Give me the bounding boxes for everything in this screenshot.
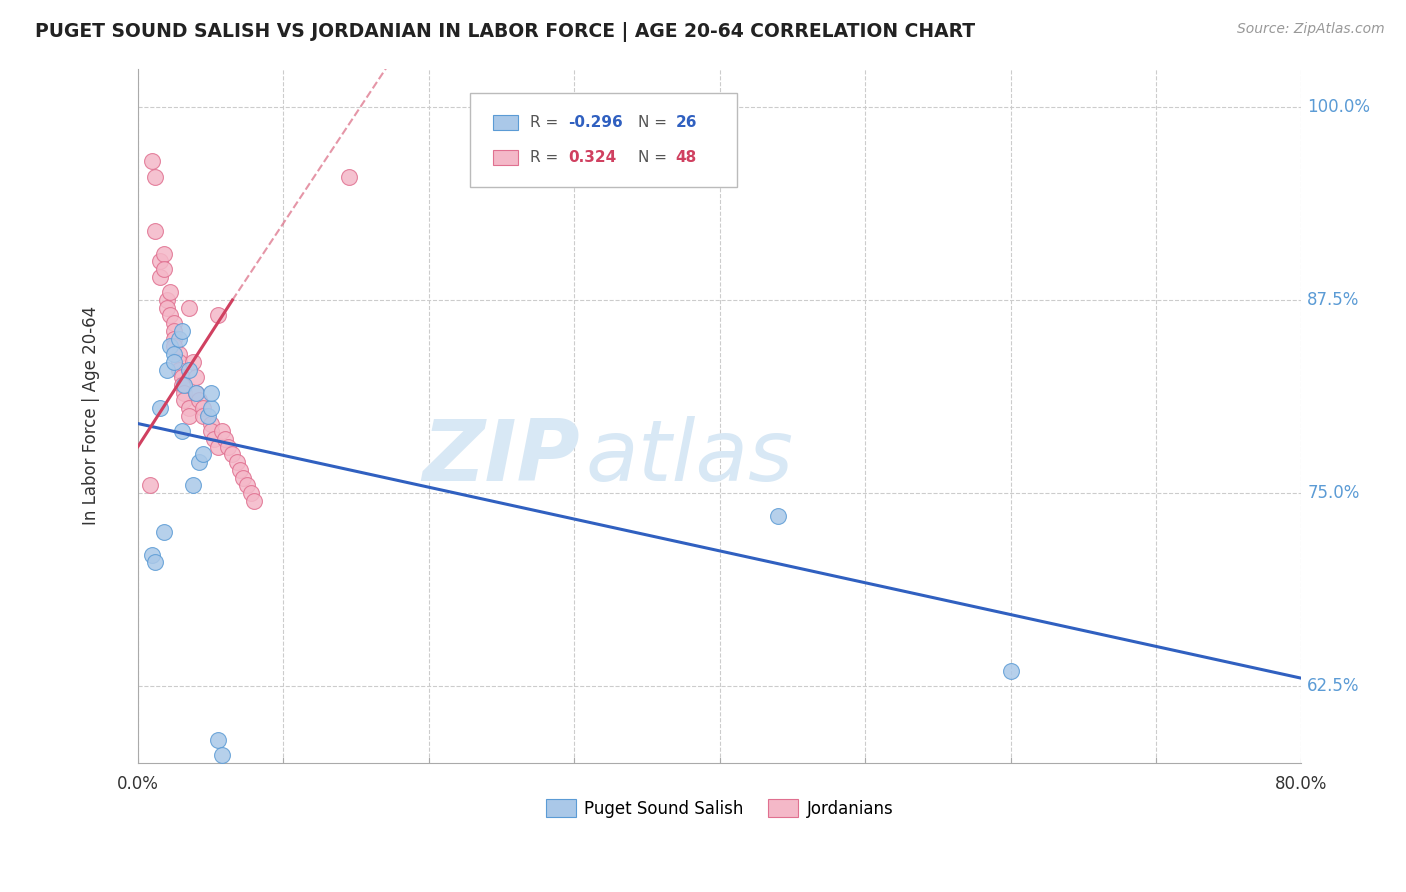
- Point: [184, 385, 207, 400]
- Text: -0.296: -0.296: [568, 115, 623, 129]
- Point: [153, 246, 176, 260]
- Point: [153, 262, 176, 277]
- Point: [143, 169, 166, 184]
- Point: [170, 424, 193, 438]
- Point: [1000, 664, 1022, 678]
- Point: [766, 509, 789, 524]
- Point: [177, 409, 200, 423]
- Point: [156, 301, 179, 315]
- Point: [193, 447, 215, 461]
- Point: [141, 548, 163, 562]
- Text: 26: 26: [675, 115, 697, 129]
- Text: R =: R =: [530, 150, 568, 165]
- Text: 100.0%: 100.0%: [1308, 98, 1371, 116]
- Point: [177, 362, 200, 376]
- Text: 48: 48: [675, 150, 697, 165]
- Text: PUGET SOUND SALISH VS JORDANIAN IN LABOR FORCE | AGE 20-64 CORRELATION CHART: PUGET SOUND SALISH VS JORDANIAN IN LABOR…: [35, 22, 976, 42]
- Point: [143, 556, 166, 570]
- Point: [225, 455, 247, 469]
- Point: [141, 154, 163, 169]
- Point: [207, 440, 229, 454]
- Text: N =: N =: [638, 115, 672, 129]
- Point: [211, 779, 233, 793]
- Point: [200, 401, 222, 416]
- FancyBboxPatch shape: [492, 114, 519, 129]
- Legend: Puget Sound Salish, Jordanians: Puget Sound Salish, Jordanians: [538, 793, 900, 824]
- Point: [163, 347, 186, 361]
- Point: [153, 524, 176, 539]
- Point: [170, 370, 193, 384]
- Text: 87.5%: 87.5%: [1308, 291, 1360, 309]
- Text: N =: N =: [638, 150, 672, 165]
- Point: [149, 269, 172, 284]
- Point: [170, 378, 193, 392]
- Point: [159, 285, 181, 300]
- Point: [173, 378, 195, 392]
- Point: [197, 409, 219, 423]
- Point: [163, 355, 186, 369]
- Point: [211, 748, 233, 763]
- Text: 80.0%: 80.0%: [1275, 775, 1327, 794]
- Text: 75.0%: 75.0%: [1308, 484, 1360, 502]
- Point: [156, 293, 179, 307]
- Point: [177, 301, 200, 315]
- Point: [149, 401, 172, 416]
- Point: [159, 339, 181, 353]
- Point: [217, 440, 239, 454]
- Point: [240, 486, 263, 500]
- Text: atlas: atlas: [586, 416, 794, 499]
- Text: In Labor Force | Age 20-64: In Labor Force | Age 20-64: [83, 306, 100, 525]
- Point: [159, 309, 181, 323]
- Point: [243, 493, 266, 508]
- Point: [167, 347, 190, 361]
- Point: [167, 355, 190, 369]
- Point: [177, 401, 200, 416]
- Point: [200, 417, 222, 431]
- FancyBboxPatch shape: [492, 150, 519, 165]
- Point: [202, 432, 225, 446]
- Point: [167, 362, 190, 376]
- Point: [184, 370, 207, 384]
- Point: [173, 385, 195, 400]
- Point: [214, 432, 236, 446]
- Point: [163, 332, 186, 346]
- Point: [188, 393, 211, 408]
- Point: [236, 478, 259, 492]
- Point: [143, 224, 166, 238]
- Point: [181, 478, 204, 492]
- Text: 0.324: 0.324: [568, 150, 617, 165]
- Point: [167, 332, 190, 346]
- Point: [200, 385, 222, 400]
- Point: [217, 802, 239, 816]
- Text: 0.0%: 0.0%: [117, 775, 159, 794]
- Point: [181, 355, 204, 369]
- Point: [193, 401, 215, 416]
- Text: R =: R =: [530, 115, 564, 129]
- Point: [228, 463, 250, 477]
- Point: [337, 169, 360, 184]
- Text: Source: ZipAtlas.com: Source: ZipAtlas.com: [1237, 22, 1385, 37]
- Point: [184, 385, 207, 400]
- Point: [163, 339, 186, 353]
- Text: ZIP: ZIP: [422, 416, 581, 499]
- Point: [188, 455, 211, 469]
- Point: [138, 478, 160, 492]
- Point: [221, 447, 243, 461]
- FancyBboxPatch shape: [470, 93, 737, 186]
- Point: [193, 409, 215, 423]
- Point: [232, 470, 254, 484]
- Point: [163, 324, 186, 338]
- Point: [163, 316, 186, 330]
- Point: [149, 254, 172, 268]
- Point: [211, 424, 233, 438]
- Point: [170, 324, 193, 338]
- Point: [207, 733, 229, 747]
- Point: [173, 393, 195, 408]
- Point: [200, 424, 222, 438]
- Point: [207, 309, 229, 323]
- Text: 62.5%: 62.5%: [1308, 677, 1360, 695]
- Point: [156, 362, 179, 376]
